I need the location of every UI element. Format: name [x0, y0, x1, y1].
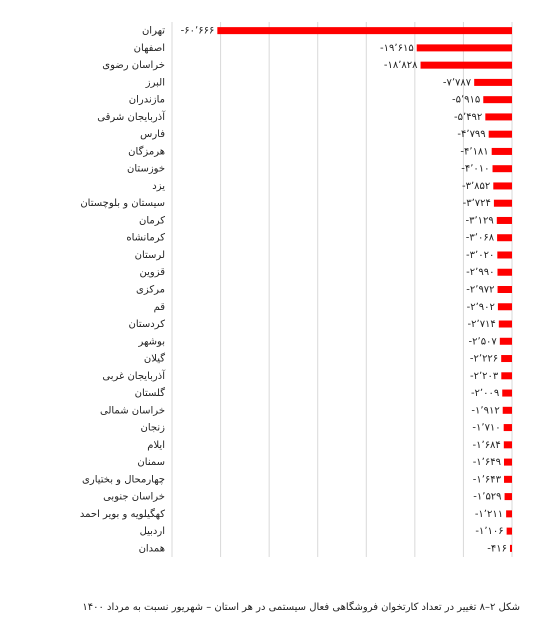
value-label: -۲٬۹۰۲ — [467, 302, 495, 313]
bar — [503, 458, 512, 466]
bar — [501, 355, 512, 363]
y-tick-label: خراسان شمالی — [100, 405, 165, 416]
value-label: -۲٬۰۰۹ — [471, 388, 499, 399]
bar — [474, 78, 512, 86]
value-label: -۳٬۸۵۲ — [462, 181, 490, 192]
bar — [416, 44, 512, 52]
y-tick-label: سمنان — [137, 457, 165, 468]
bar — [485, 113, 512, 121]
bar — [420, 61, 512, 69]
y-tick-label: گلستان — [135, 387, 166, 399]
bar — [498, 320, 512, 328]
y-tick-label: سیستان و بلوچستان — [80, 198, 165, 209]
y-tick-label: خوزستان — [127, 164, 165, 175]
bar — [497, 234, 512, 242]
bar — [497, 251, 512, 259]
bar — [506, 527, 512, 535]
bar — [491, 147, 512, 155]
y-tick-label: لرستان — [135, 250, 165, 261]
y-tick-label: ایلام — [147, 440, 165, 451]
value-label: -۳٬۰۲۰ — [466, 250, 494, 261]
value-label: -۲٬۹۷۲ — [466, 285, 494, 296]
value-label: -۳٬۰۶۸ — [466, 233, 495, 244]
bar — [499, 337, 512, 345]
caption: شکل ۲–۸ تغییر در تعداد کارتخوان فروشگاهی… — [82, 601, 520, 613]
value-label: -۱٬۲۱۱ — [475, 509, 503, 520]
value-label: -۲٬۵۰۷ — [469, 336, 498, 347]
value-label: -۷٬۷۸۷ — [443, 77, 472, 88]
y-tick-label: بوشهر — [138, 336, 165, 347]
y-tick-label: خراسان جنوبی — [103, 492, 165, 503]
y-tick-label: زنجان — [141, 423, 166, 434]
bar — [493, 182, 512, 190]
y-tick-label: یزد — [152, 181, 165, 192]
value-label: -۲٬۲۰۳ — [470, 371, 499, 382]
bar — [493, 199, 512, 207]
value-label: -۱٬۱۰۶ — [475, 526, 503, 537]
value-label: -۳٬۷۲۴ — [463, 198, 491, 209]
y-tick-label: البرز — [145, 77, 165, 88]
bar — [483, 96, 512, 104]
y-tick-label: مازندران — [129, 95, 165, 106]
value-label: -۴٬۱۸۱ — [460, 146, 488, 157]
value-label: -۱٬۶۸۴ — [473, 440, 501, 451]
value-label: -۱٬۹۱۲ — [471, 405, 499, 416]
value-label: -۱٬۶۴۳ — [473, 474, 502, 485]
value-label: -۲٬۹۹۰ — [466, 267, 494, 278]
value-label: -۱۹٬۶۱۵ — [380, 43, 414, 54]
y-tick-label: فارس — [140, 129, 165, 140]
value-label: -۲٬۲۲۶ — [470, 354, 498, 365]
bar — [502, 389, 512, 397]
y-tick-label: کرمان — [139, 215, 165, 226]
value-label: -۱۸٬۸۲۸ — [384, 60, 418, 71]
bar — [492, 165, 512, 173]
value-label: -۱٬۵۲۹ — [473, 492, 501, 503]
value-label: -۴٬۰۱۰ — [461, 164, 489, 175]
bar — [497, 303, 512, 311]
value-label: -۱٬۷۱۰ — [472, 423, 500, 434]
y-tick-label: تهران — [142, 26, 165, 37]
bar — [497, 268, 512, 276]
value-label: -۲٬۷۱۴ — [468, 319, 496, 330]
y-tick-label: قم — [154, 302, 166, 313]
value-label: -۴۱۶ — [487, 543, 507, 554]
value-label: -۵٬۴۹۲ — [454, 112, 482, 123]
bar — [497, 286, 512, 293]
y-tick-label: همدان — [139, 543, 165, 554]
value-label: -۶۰٬۶۶۶ — [181, 26, 215, 37]
value-label: -۵٬۹۱۵ — [452, 95, 480, 106]
y-tick-label: آذربایجان شرقی — [97, 110, 166, 123]
y-tick-label: گیلان — [144, 353, 165, 365]
y-tick-label: آذربایجان غربی — [102, 369, 166, 382]
y-tick-label: هرمزگان — [128, 145, 165, 157]
bar — [501, 372, 512, 380]
y-tick-label: کهگیلویه و بویر احمد — [80, 508, 165, 520]
bar — [506, 510, 512, 518]
value-label: -۳٬۱۲۹ — [466, 215, 494, 226]
bar — [504, 493, 512, 501]
bar — [488, 130, 512, 138]
y-tick-label: کردستان — [128, 319, 165, 330]
bar — [502, 406, 512, 414]
value-label: -۱٬۶۴۹ — [473, 457, 501, 468]
y-tick-label: چهارمحال و بختیاری — [82, 474, 165, 485]
y-tick-label: قزوین — [139, 267, 165, 278]
bar — [504, 475, 512, 483]
bar — [509, 544, 512, 552]
bar — [503, 424, 512, 432]
y-tick-label: خراسان رضوی — [102, 60, 165, 71]
value-label: -۴٬۷۹۹ — [457, 129, 485, 140]
y-tick-label: اصفهان — [134, 43, 165, 54]
y-tick-label: کرمانشاه — [126, 233, 165, 244]
y-tick-label: اردبیل — [140, 526, 165, 537]
y-tick-label: مرکزی — [136, 285, 165, 296]
bar — [503, 441, 512, 449]
bar — [496, 216, 512, 224]
bar — [217, 27, 512, 35]
